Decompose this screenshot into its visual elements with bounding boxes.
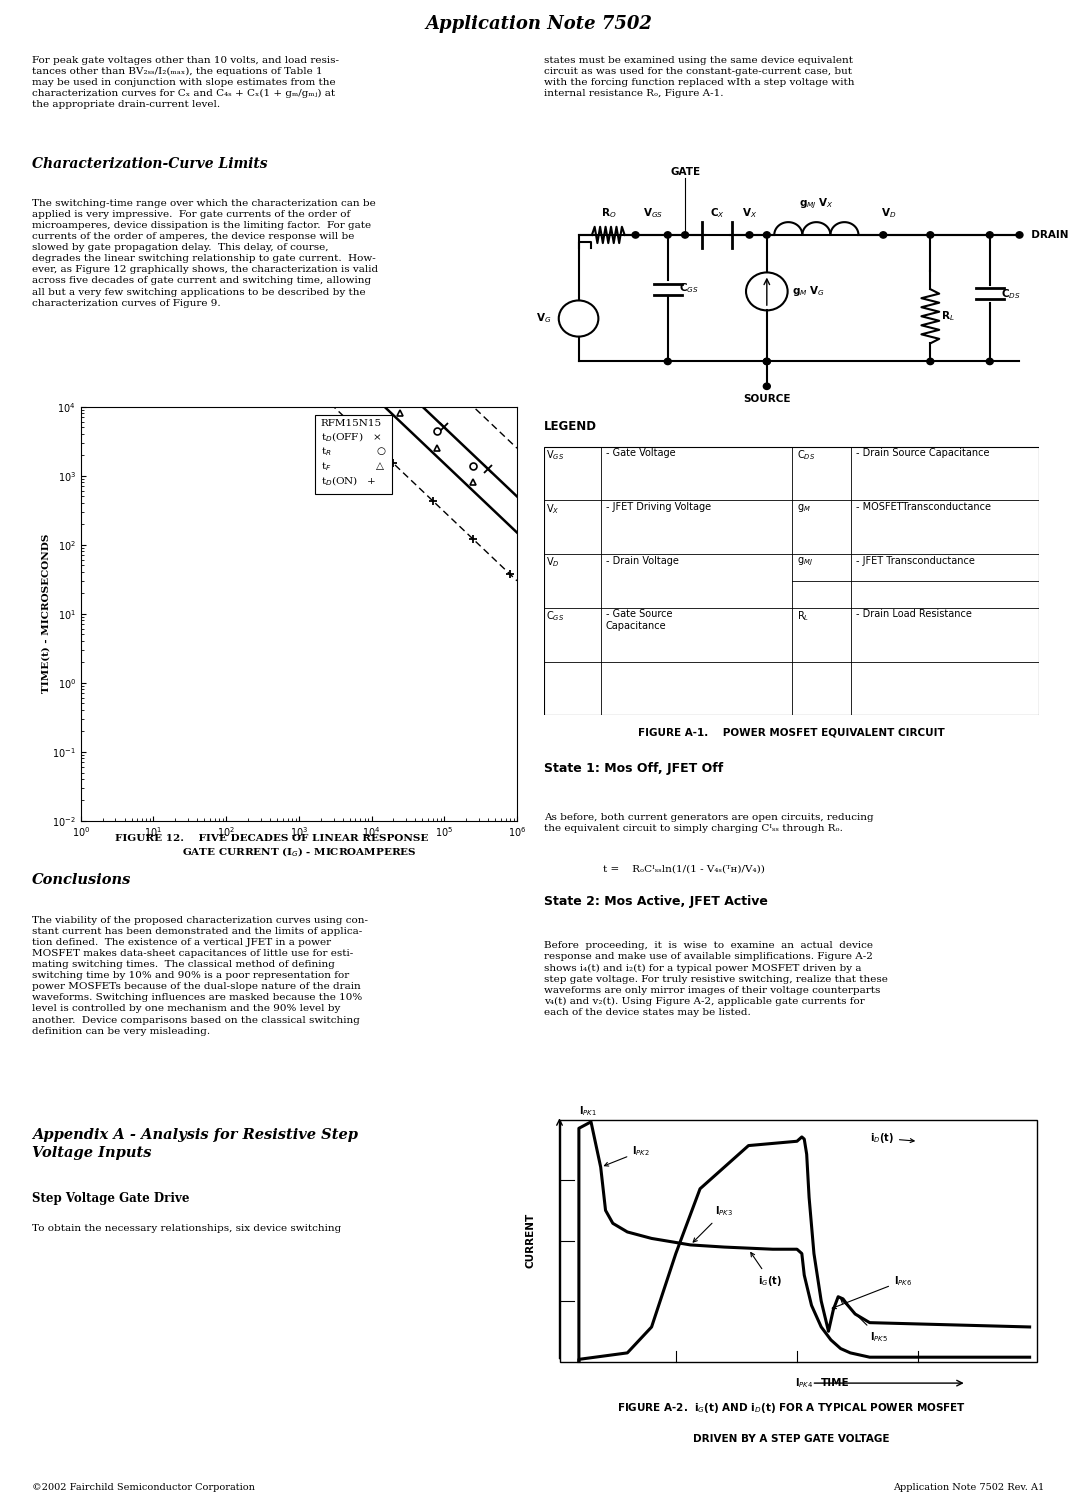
- Text: I$_{PK2}$: I$_{PK2}$: [604, 1145, 651, 1166]
- Text: - Gate Source
Capacitance: - Gate Source Capacitance: [605, 610, 672, 631]
- Circle shape: [665, 358, 671, 364]
- Circle shape: [764, 232, 770, 238]
- Text: V$_{GS}$: V$_{GS}$: [546, 449, 564, 462]
- Text: Application Note 7502: Application Note 7502: [425, 15, 652, 33]
- Text: RFM15N15
t$_{D}$(OFF)   ×
t$_{R}$              ○
t$_{F}$              △
t$_{D}$(: RFM15N15 t$_{D}$(OFF) × t$_{R}$ ○ t$_{F}…: [321, 419, 387, 488]
- Text: SOURCE: SOURCE: [743, 395, 791, 404]
- Text: C$_{GS}$: C$_{GS}$: [546, 610, 564, 623]
- Text: The switching-time range over which the characterization can be
applied is very : The switching-time range over which the …: [32, 199, 378, 307]
- Text: I$_{PK1}$: I$_{PK1}$: [579, 1104, 597, 1117]
- Circle shape: [987, 232, 993, 238]
- Text: TIME: TIME: [822, 1378, 850, 1389]
- Text: - JFET Driving Voltage: - JFET Driving Voltage: [605, 501, 711, 512]
- Circle shape: [927, 232, 934, 238]
- Text: DRIVEN BY A STEP GATE VOLTAGE: DRIVEN BY A STEP GATE VOLTAGE: [694, 1434, 890, 1444]
- Text: I$_{PK6}$: I$_{PK6}$: [833, 1274, 912, 1309]
- Text: R$_O$: R$_O$: [601, 206, 616, 220]
- Text: g$_{MJ}$ V$_X$: g$_{MJ}$ V$_X$: [799, 197, 834, 211]
- Text: GATE: GATE: [670, 167, 700, 178]
- Text: g$_{MJ}$: g$_{MJ}$: [797, 556, 812, 568]
- X-axis label: GATE CURRENT (I$_G$) - MICROAMPERES: GATE CURRENT (I$_G$) - MICROAMPERES: [182, 845, 416, 858]
- Text: R$_L$: R$_L$: [797, 610, 809, 623]
- Text: states must be examined using the same device equivalent
circuit as was used for: states must be examined using the same d…: [544, 56, 854, 98]
- Circle shape: [665, 232, 671, 238]
- Text: - Drain Source Capacitance: - Drain Source Capacitance: [856, 449, 990, 458]
- Text: FIGURE 12.    FIVE DECADES OF LINEAR RESPONSE: FIGURE 12. FIVE DECADES OF LINEAR RESPON…: [115, 834, 429, 843]
- FancyBboxPatch shape: [544, 447, 1039, 715]
- Text: FIGURE A-2.  i$_G$(t) AND i$_D$(t) FOR A TYPICAL POWER MOSFET: FIGURE A-2. i$_G$(t) AND i$_D$(t) FOR A …: [617, 1401, 966, 1414]
- Circle shape: [987, 358, 993, 364]
- Y-axis label: TIME(t) - MICROSECONDS: TIME(t) - MICROSECONDS: [42, 535, 51, 693]
- Circle shape: [746, 232, 753, 238]
- Text: R$_L$: R$_L$: [941, 309, 955, 324]
- Circle shape: [764, 358, 770, 364]
- Circle shape: [764, 358, 770, 364]
- Text: C$_X$: C$_X$: [710, 206, 725, 220]
- Text: The viability of the proposed characterization curves using con-
stant current h: The viability of the proposed characteri…: [32, 916, 368, 1036]
- Text: i$_D$(t): i$_D$(t): [870, 1131, 914, 1145]
- Text: - JFET Transconductance: - JFET Transconductance: [856, 556, 975, 566]
- Text: Characterization-Curve Limits: Characterization-Curve Limits: [32, 157, 268, 170]
- Text: I$_{PK5}$: I$_{PK5}$: [841, 1300, 887, 1343]
- Text: - MOSFETTransconductance: - MOSFETTransconductance: [856, 501, 991, 512]
- Text: Conclusions: Conclusions: [32, 873, 131, 887]
- Text: g$_M$: g$_M$: [797, 501, 811, 514]
- Text: V$_D$: V$_D$: [546, 556, 560, 569]
- Text: V$_G$: V$_G$: [536, 312, 551, 325]
- Text: LEGEND: LEGEND: [544, 420, 597, 434]
- Circle shape: [632, 232, 639, 238]
- Text: To obtain the necessary relationships, six device switching: To obtain the necessary relationships, s…: [32, 1224, 341, 1233]
- Text: V$_X$: V$_X$: [742, 206, 757, 220]
- Text: Application Note 7502 Rev. A1: Application Note 7502 Rev. A1: [894, 1483, 1045, 1492]
- Text: ©2002 Fairchild Semiconductor Corporation: ©2002 Fairchild Semiconductor Corporatio…: [32, 1483, 255, 1492]
- Circle shape: [764, 383, 770, 390]
- Text: C$_{DS}$: C$_{DS}$: [797, 449, 815, 462]
- Text: C$_{DS}$: C$_{DS}$: [1001, 286, 1020, 301]
- Circle shape: [880, 232, 886, 238]
- Text: - Drain Voltage: - Drain Voltage: [605, 556, 679, 566]
- Text: i$_G$(t): i$_G$(t): [751, 1253, 782, 1288]
- Text: g$_M$ V$_G$: g$_M$ V$_G$: [792, 285, 825, 298]
- Text: - Gate Voltage: - Gate Voltage: [605, 449, 675, 458]
- Text: I$_{PK4}$: I$_{PK4}$: [795, 1376, 813, 1390]
- Text: Step Voltage Gate Drive: Step Voltage Gate Drive: [32, 1193, 190, 1205]
- Circle shape: [682, 232, 688, 238]
- Text: I$_{PK3}$: I$_{PK3}$: [694, 1205, 732, 1242]
- Circle shape: [927, 358, 934, 364]
- Text: State 1: Mos Off, JFET Off: State 1: Mos Off, JFET Off: [544, 762, 723, 776]
- Text: C$_{GS}$: C$_{GS}$: [679, 282, 698, 295]
- Text: Appendix A - Analysis for Resistive Step
Voltage Inputs: Appendix A - Analysis for Resistive Step…: [32, 1128, 359, 1161]
- FancyBboxPatch shape: [560, 1119, 1037, 1361]
- Text: V$_D$: V$_D$: [881, 206, 896, 220]
- Text: V$_X$: V$_X$: [546, 501, 560, 515]
- Text: t =    RₒCᴵₛₛln(1/(1 - V₄ₛ(ᵀʜ)/V₄)): t = RₒCᴵₛₛln(1/(1 - V₄ₛ(ᵀʜ)/V₄)): [603, 864, 766, 873]
- Text: As before, both current generators are open circuits, reducing
the equivalent ci: As before, both current generators are o…: [544, 813, 873, 833]
- Text: For peak gate voltages other than 10 volts, and load resis-
tances other than BV: For peak gate voltages other than 10 vol…: [32, 56, 339, 110]
- Circle shape: [1016, 232, 1023, 238]
- Text: Before  proceeding,  it  is  wise  to  examine  an  actual  device
response and : Before proceeding, it is wise to examine…: [544, 941, 887, 1017]
- Text: DRAIN: DRAIN: [1024, 230, 1069, 239]
- Text: CURRENT: CURRENT: [526, 1212, 535, 1268]
- Text: State 2: Mos Active, JFET Active: State 2: Mos Active, JFET Active: [544, 895, 768, 908]
- Text: V$_{GS}$: V$_{GS}$: [643, 206, 663, 220]
- Text: FIGURE A-1.    POWER MOSFET EQUIVALENT CIRCUIT: FIGURE A-1. POWER MOSFET EQUIVALENT CIRC…: [639, 727, 945, 738]
- Text: - Drain Load Resistance: - Drain Load Resistance: [856, 610, 971, 619]
